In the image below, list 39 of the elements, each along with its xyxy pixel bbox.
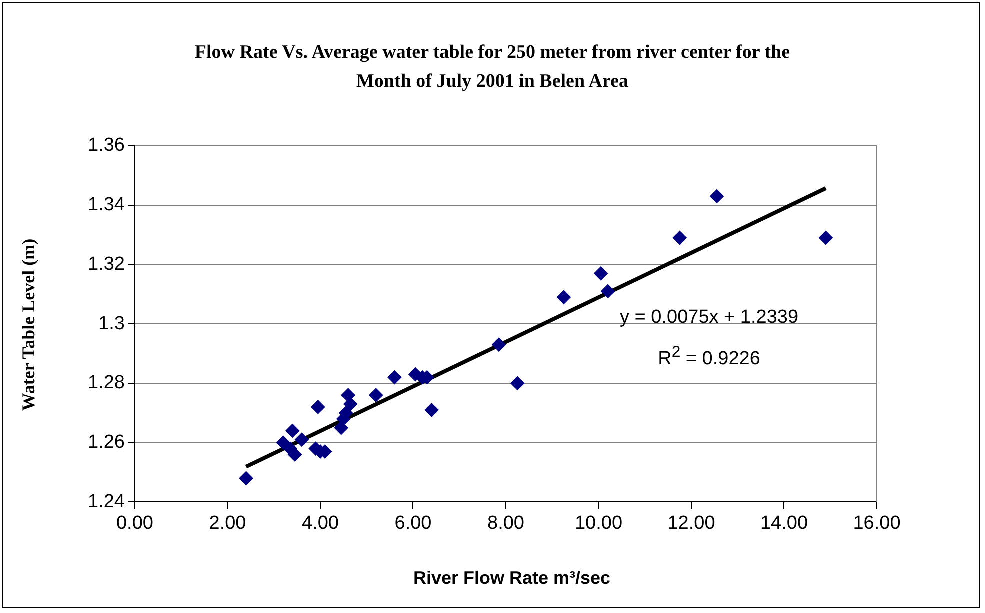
point <box>492 338 506 352</box>
x-tick-label: 8.00 <box>488 512 524 534</box>
chart-title: Flow Rate Vs. Average water table for 250 meter from river center for the Month of July 2001 in Belen Area <box>194 41 792 94</box>
point <box>286 424 300 438</box>
y-tick-label: 1.28 <box>88 372 125 394</box>
annotation: R$^{2}$ = 0.9226 <box>657 343 762 372</box>
x-tick-label: 6.00 <box>394 512 432 534</box>
x-axis-title: River Flow Rate m³/sec <box>412 568 612 589</box>
y-tick-label: 1.3 <box>98 313 125 334</box>
point <box>388 370 402 385</box>
x-tick-label: 12.00 <box>668 512 716 534</box>
point <box>556 290 571 304</box>
x-tick-label: 4.00 <box>302 512 339 534</box>
y-tick-label: 1.26 <box>88 432 125 454</box>
point <box>344 397 358 412</box>
point <box>818 231 833 246</box>
point <box>510 376 525 390</box>
point <box>601 284 616 298</box>
x-tick-label: 0.00 <box>116 512 154 534</box>
y-tick-label: 1.34 <box>88 194 126 216</box>
y-tick-label: 1.32 <box>88 254 125 275</box>
point <box>239 471 254 486</box>
y-tick-label: 1.24 <box>88 491 126 512</box>
point <box>276 436 290 450</box>
point <box>672 231 687 246</box>
x-tick-label: 2.00 <box>209 512 246 534</box>
point <box>594 266 608 281</box>
x-tick-label: 14.00 <box>760 512 808 534</box>
point <box>710 189 724 204</box>
point <box>288 448 302 462</box>
annotation: y = 0.0075x + 1.2339 <box>620 306 799 330</box>
point <box>369 388 384 402</box>
y-axis-title: Water Table Level (m) <box>18 238 40 412</box>
point <box>424 403 439 418</box>
point <box>311 400 326 414</box>
y-tick-label: 1.36 <box>88 135 125 156</box>
x-tick-label: 10.00 <box>574 512 623 534</box>
x-tick-label: 16.00 <box>853 512 901 534</box>
point <box>294 432 309 447</box>
